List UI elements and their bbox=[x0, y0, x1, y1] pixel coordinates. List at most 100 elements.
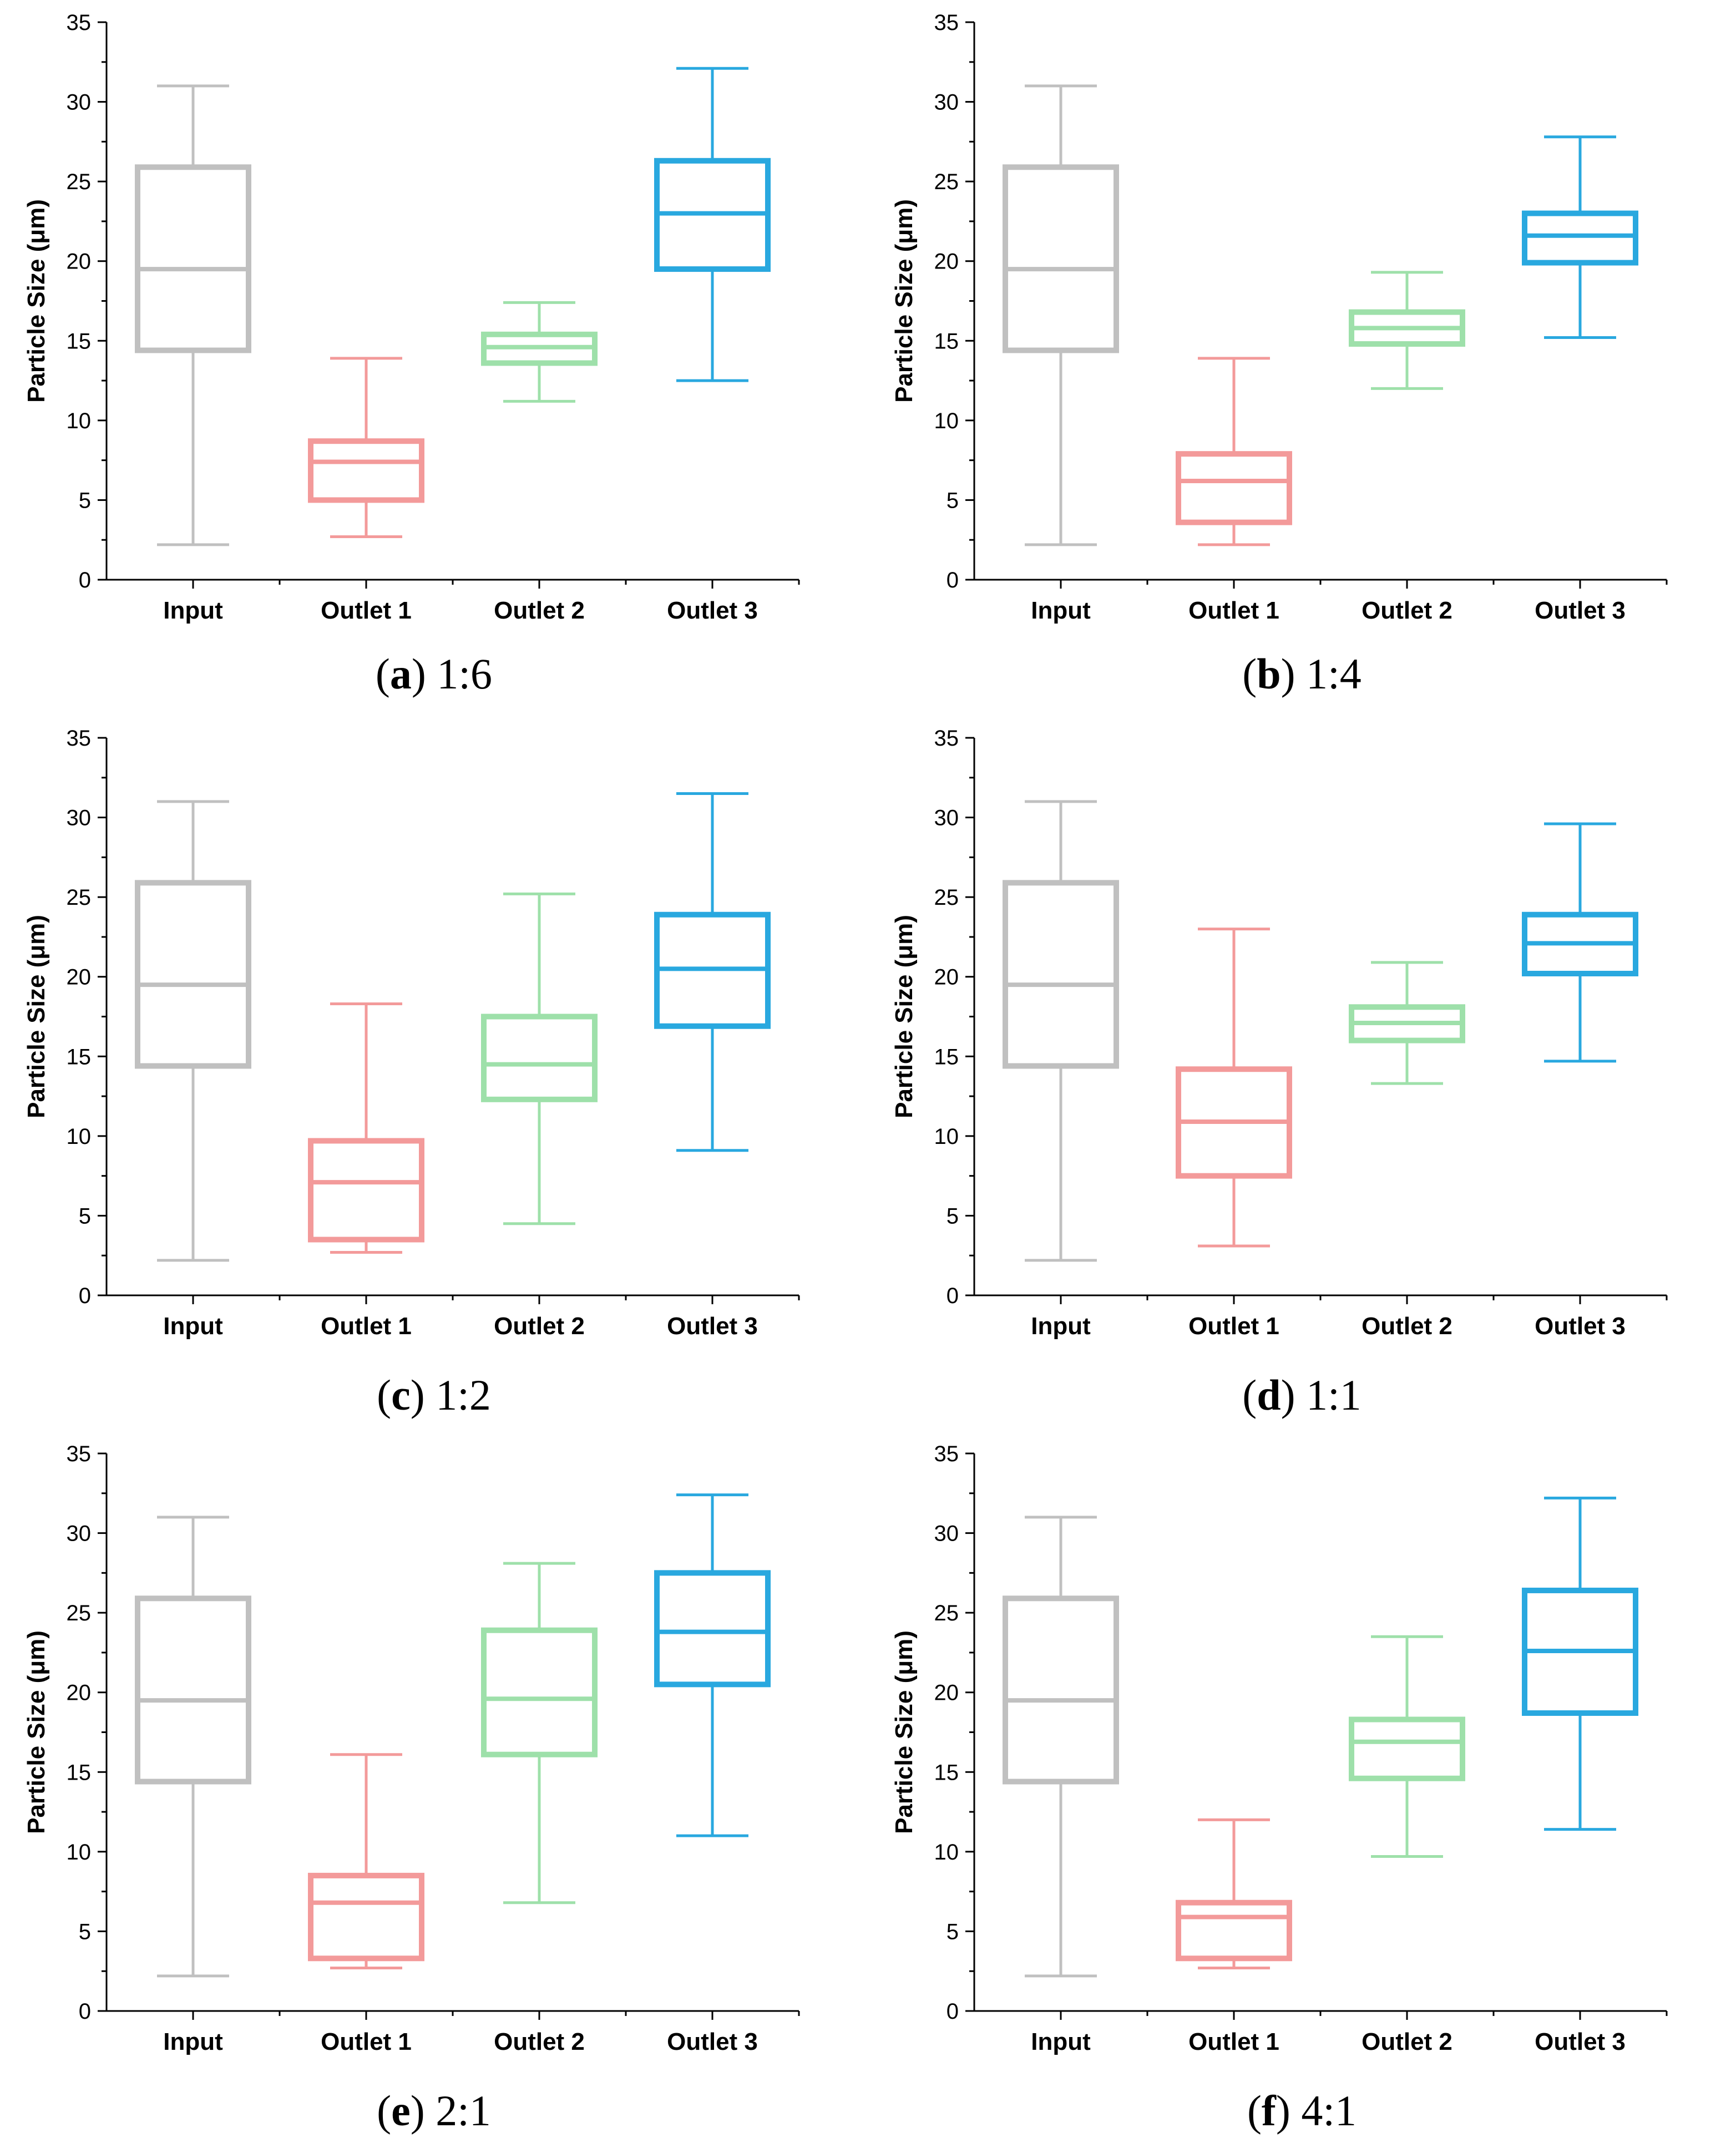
iqr-box bbox=[1176, 1899, 1292, 1962]
x-category-label: Outlet 3 bbox=[1535, 1313, 1626, 1340]
y-tick-label: 15 bbox=[67, 1760, 92, 1785]
iqr-box bbox=[308, 1138, 424, 1243]
y-tick-label: 20 bbox=[934, 1681, 959, 1705]
box-input bbox=[135, 84, 251, 546]
x-category-label: Outlet 1 bbox=[1188, 2028, 1279, 2055]
box-input bbox=[1003, 1516, 1119, 1978]
iqr-box bbox=[1349, 1716, 1465, 1781]
iqr-box bbox=[481, 1014, 598, 1102]
caption-a: (a) 1:6 bbox=[375, 650, 493, 698]
y-tick-label: 5 bbox=[79, 1204, 91, 1228]
y-axis-title: Particle Size (μm) bbox=[23, 915, 50, 1118]
box-plot-e: 0 5 10 15 20 25 30 35 Input Outlet 1 Outlet 2 Outle… bbox=[23, 1442, 800, 2055]
box-outlet-2 bbox=[1349, 961, 1465, 1085]
box-plot-d: 0 5 10 15 20 25 30 35 Input Outlet 1 Outlet 2 Outle… bbox=[890, 726, 1668, 1340]
x-category-label: Input bbox=[163, 597, 223, 624]
box-outlet-1 bbox=[1176, 1818, 1292, 1969]
x-category-label: Outlet 3 bbox=[1535, 597, 1626, 624]
x-category-label: Outlet 1 bbox=[1188, 1313, 1279, 1340]
box-outlet-2 bbox=[1349, 1635, 1465, 1858]
box-plot-f: 0 5 10 15 20 25 30 35 Input Outlet 1 Outlet 2 Outle… bbox=[890, 1442, 1668, 2055]
iqr-box bbox=[135, 1595, 251, 1785]
y-tick-label: 25 bbox=[67, 1601, 92, 1625]
caption-e: (e) 2:1 bbox=[377, 2086, 491, 2135]
chart-panel-c: 0 5 10 15 20 25 30 35 Input Outlet 1 Outlet 2 Outle… bbox=[0, 716, 868, 1431]
y-tick-label: 5 bbox=[947, 1204, 959, 1228]
box-outlet-3 bbox=[654, 792, 771, 1152]
box-input bbox=[135, 800, 251, 1262]
y-tick-label: 5 bbox=[79, 488, 91, 513]
y-tick-label: 20 bbox=[67, 965, 92, 990]
iqr-box bbox=[1176, 451, 1292, 525]
box-outlet-1 bbox=[308, 357, 424, 538]
chart-panel-d: 0 5 10 15 20 25 30 35 Input Outlet 1 Outlet 2 Outle… bbox=[868, 716, 1736, 1431]
y-tick-label: 25 bbox=[67, 885, 92, 910]
box-outlet-1 bbox=[308, 1753, 424, 1969]
y-tick-label: 35 bbox=[67, 1442, 92, 1466]
x-category-label: Input bbox=[1031, 597, 1091, 624]
x-category-label: Outlet 2 bbox=[1362, 2028, 1452, 2055]
x-category-label: Input bbox=[163, 1313, 223, 1340]
caption-b: (b) 1:4 bbox=[1242, 650, 1362, 698]
y-tick-label: 5 bbox=[947, 1919, 959, 1944]
y-tick-label: 25 bbox=[934, 170, 959, 194]
x-category-label: Outlet 2 bbox=[1362, 1313, 1452, 1340]
iqr-box bbox=[308, 438, 424, 503]
box-plot-c: 0 5 10 15 20 25 30 35 Input Outlet 1 Outlet 2 Outle… bbox=[23, 726, 800, 1340]
y-tick-label: 35 bbox=[934, 11, 959, 35]
y-axis-title: Particle Size (μm) bbox=[890, 915, 918, 1118]
y-axis-title: Particle Size (μm) bbox=[23, 199, 50, 403]
box-outlet-2 bbox=[1349, 271, 1465, 390]
x-category-label: Outlet 2 bbox=[1362, 597, 1452, 624]
y-tick-label: 15 bbox=[67, 329, 92, 353]
y-tick-label: 10 bbox=[67, 1124, 92, 1149]
y-tick-label: 25 bbox=[934, 1601, 959, 1625]
y-tick-label: 35 bbox=[934, 726, 959, 751]
box-outlet-2 bbox=[481, 892, 598, 1225]
x-category-label: Input bbox=[1031, 1313, 1091, 1340]
box-outlet-1 bbox=[1176, 357, 1292, 546]
y-tick-label: 10 bbox=[934, 409, 959, 433]
y-tick-label: 10 bbox=[67, 409, 92, 433]
y-tick-label: 0 bbox=[79, 1284, 91, 1308]
y-tick-label: 25 bbox=[67, 170, 92, 194]
box-outlet-3 bbox=[1522, 135, 1638, 340]
y-tick-label: 20 bbox=[67, 1681, 92, 1705]
caption-c: (c) 1:2 bbox=[377, 1371, 491, 1419]
iqr-box bbox=[1003, 164, 1119, 353]
box-outlet-1 bbox=[308, 1002, 424, 1254]
box-outlet-2 bbox=[481, 301, 598, 403]
box-input bbox=[1003, 84, 1119, 546]
box-plot-b: 0 5 10 15 20 25 30 35 Input Outlet 1 Outlet 2 Outle… bbox=[890, 11, 1668, 624]
x-category-label: Outlet 1 bbox=[321, 1313, 412, 1340]
box-outlet-2 bbox=[481, 1562, 598, 1904]
y-tick-label: 25 bbox=[934, 885, 959, 910]
box-plot-a: 0 5 10 15 20 25 30 35 Input Outlet 1 Outlet 2 Outle… bbox=[23, 11, 800, 624]
chart-panel-f: 0 5 10 15 20 25 30 35 Input Outlet 1 Outlet 2 Outle… bbox=[868, 1431, 1736, 2148]
y-tick-label: 30 bbox=[934, 90, 959, 115]
y-tick-label: 0 bbox=[947, 1999, 959, 2024]
box-outlet-3 bbox=[1522, 822, 1638, 1063]
y-tick-label: 30 bbox=[67, 1522, 92, 1546]
x-category-label: Outlet 3 bbox=[1535, 2028, 1626, 2055]
box-input bbox=[135, 1516, 251, 1978]
x-category-label: Outlet 2 bbox=[494, 597, 585, 624]
y-tick-label: 0 bbox=[79, 1999, 91, 2024]
box-outlet-3 bbox=[654, 1493, 771, 1837]
iqr-box bbox=[135, 880, 251, 1069]
iqr-box bbox=[1003, 880, 1119, 1069]
caption-f: (f) 4:1 bbox=[1247, 2086, 1357, 2135]
y-tick-label: 5 bbox=[947, 488, 959, 513]
x-category-label: Input bbox=[163, 2028, 223, 2055]
iqr-box bbox=[1522, 210, 1638, 266]
chart-panel-a: 0 5 10 15 20 25 30 35 Input Outlet 1 Outlet 2 Outle… bbox=[0, 0, 868, 716]
y-tick-label: 15 bbox=[934, 1760, 959, 1785]
y-axis-title: Particle Size (μm) bbox=[890, 199, 918, 403]
y-tick-label: 10 bbox=[934, 1124, 959, 1149]
y-tick-label: 10 bbox=[67, 1840, 92, 1865]
y-tick-label: 30 bbox=[67, 806, 92, 830]
y-tick-label: 30 bbox=[67, 90, 92, 115]
box-outlet-3 bbox=[654, 67, 771, 382]
chart-panel-b: 0 5 10 15 20 25 30 35 Input Outlet 1 Outlet 2 Outle… bbox=[868, 0, 1736, 716]
caption-d: (d) 1:1 bbox=[1242, 1371, 1362, 1419]
